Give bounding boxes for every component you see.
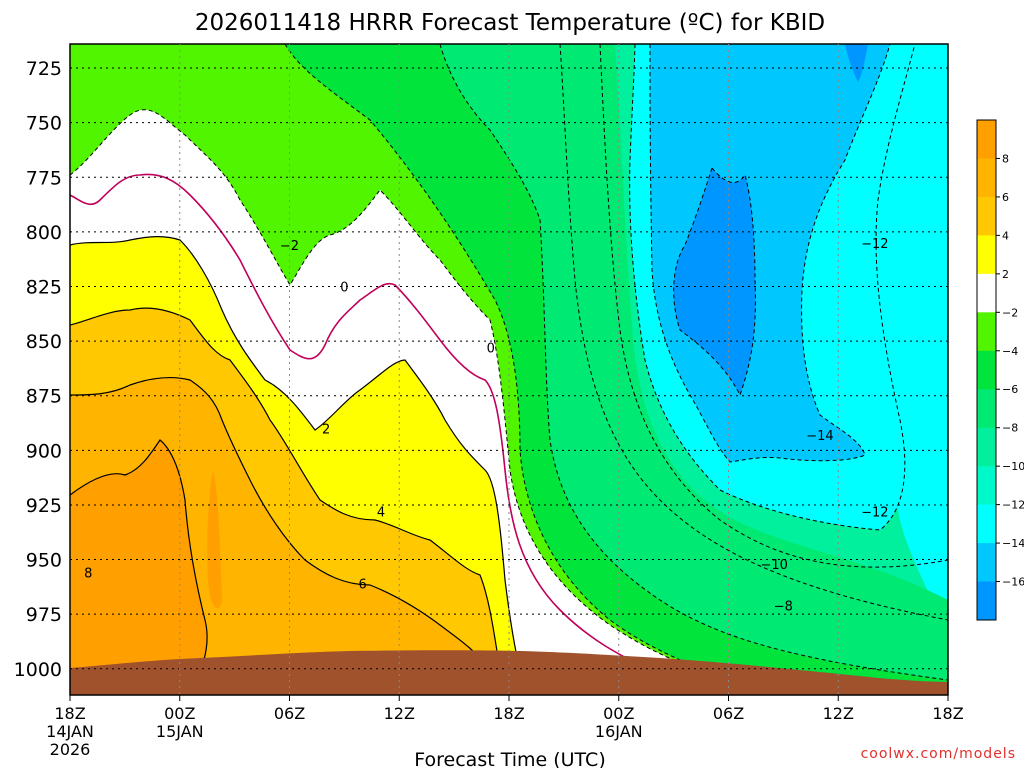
x-tick-label: 18Z [932, 704, 963, 723]
shade-minus-6 [285, 44, 948, 695]
shade-minus-16b [845, 44, 868, 82]
colorbar-bin [977, 235, 996, 275]
contour-labels: 8 6 4 2 0 0 −2 −8 −10 −12 −12 −14 [84, 237, 888, 615]
contour-minus-12 [629, 43, 916, 531]
contour-minus-8 [559, 43, 949, 621]
contour-label: −8 [774, 599, 793, 614]
shade-plus-8 [70, 440, 208, 670]
colorbar-bin [977, 389, 996, 429]
x-tick-label: 18Z [493, 704, 524, 723]
colorbar-bin [977, 273, 996, 313]
x-axis-label: Forecast Time (UTC) [414, 749, 605, 768]
contour-label: 2 [322, 422, 330, 437]
shade-minus-14 [650, 44, 890, 462]
colorbar-label: 4 [1002, 229, 1009, 242]
colorbar-label: −14 [1002, 537, 1024, 550]
y-axis: 725 750 775 800 825 850 875 900 925 950 975 1000 [14, 58, 62, 681]
colorbar-bin [977, 312, 996, 352]
colorbar-bin [977, 350, 996, 390]
colorbar-label: 2 [1002, 268, 1009, 281]
ground-terrain [70, 650, 948, 695]
chart-title: 2026011418 HRRR Forecast Temperature (ºC… [195, 10, 825, 36]
x-tick-label: 14JAN [46, 722, 94, 741]
x-tick-label: 12Z [823, 704, 854, 723]
contour-label: −12 [861, 505, 888, 520]
x-tick-label: 00Z [164, 704, 195, 723]
contours [69, 43, 949, 691]
contour-label: −10 [761, 558, 788, 573]
contour-label: −12 [861, 237, 888, 252]
y-tick-label: 925 [26, 495, 62, 517]
y-tick-label: 725 [26, 58, 62, 80]
x-tick-label: 00Z [603, 704, 634, 723]
contour-label: 0 [340, 280, 348, 295]
y-tick-label: 975 [26, 604, 62, 626]
contour-label: 8 [84, 567, 92, 582]
y-tick-label: 900 [26, 440, 62, 462]
colorbar-bin [977, 504, 996, 544]
contour-label: −2 [280, 239, 299, 254]
contour-label: 6 [359, 578, 367, 593]
contour-minus-6 [439, 43, 949, 681]
x-tick-label: 2026 [50, 740, 91, 759]
contour-zero [69, 173, 641, 666]
y-tick-label: 950 [26, 550, 62, 572]
grid [70, 44, 948, 695]
colorbar-label: 8 [1002, 152, 1009, 165]
colorbar-label: −16 [1002, 576, 1024, 589]
colorbar: 8 6 4 2 −2 −4 −6 −8 −10 −12 −14 −16 [976, 119, 1024, 621]
y-tick-label: 825 [26, 276, 62, 298]
colorbar-label: −10 [1002, 460, 1024, 473]
colorbar-label: −6 [1002, 383, 1018, 396]
x-tick-label: 06Z [713, 704, 744, 723]
y-tick-label: 775 [26, 167, 62, 189]
colorbar-bin [977, 196, 996, 236]
colorbar-label: −8 [1002, 422, 1018, 435]
x-tick-label: 18Z [54, 704, 85, 723]
contour-minus-14 [649, 43, 891, 463]
colorbar-bin [977, 581, 996, 621]
contour-label: −14 [806, 429, 833, 444]
colorbar-bin [977, 427, 996, 467]
y-tick-label: 800 [26, 222, 62, 244]
contour-minus-4 [284, 43, 761, 691]
colorbar-bin [977, 158, 996, 198]
x-tick-label: 16JAN [595, 722, 643, 741]
colorbar-frame [976, 119, 997, 621]
colorbar-bin [977, 466, 996, 506]
x-tick-label: 12Z [384, 704, 415, 723]
y-tick-label: 875 [26, 386, 62, 408]
colorbar-bin [977, 120, 996, 159]
colorbar-label: −4 [1002, 345, 1018, 358]
x-tick-label: 15JAN [156, 722, 204, 741]
colorbar-bin [977, 543, 996, 583]
contour-plus-4 [69, 307, 501, 671]
plot-area: 8 6 4 2 0 0 −2 −8 −10 −12 −12 −14 [69, 43, 949, 696]
contour-minus-2 [69, 109, 701, 671]
shade-plus-8b [207, 470, 222, 609]
contour-minus-10 [599, 43, 949, 568]
watermark: coolwx.com/models [861, 746, 1016, 762]
contour-plus-2 [69, 236, 521, 671]
contour-label: 4 [377, 505, 385, 520]
y-tick-label: 750 [26, 113, 62, 135]
shade-minus-16 [673, 168, 756, 395]
colorbar-label: −12 [1002, 499, 1024, 512]
y-tick-label: 1000 [14, 659, 62, 681]
colorbar-label: −2 [1002, 306, 1018, 319]
x-tick-label: 06Z [274, 704, 305, 723]
y-tick-label: 850 [26, 331, 62, 353]
colorbar-label: 6 [1002, 191, 1009, 204]
contour-label: 0 [487, 342, 495, 357]
